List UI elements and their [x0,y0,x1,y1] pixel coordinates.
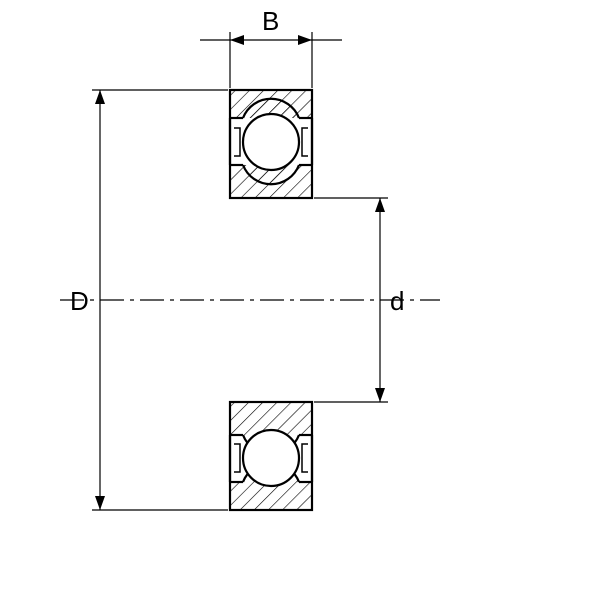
lower-cross-section [230,402,312,510]
label-inner-diameter: d [390,286,404,317]
dimension-width [200,32,342,88]
bearing-diagram: D d B [0,0,600,600]
upper-cross-section [230,90,312,198]
label-width: B [262,6,279,37]
label-outer-diameter: D [70,286,89,317]
diagram-svg [0,0,600,600]
